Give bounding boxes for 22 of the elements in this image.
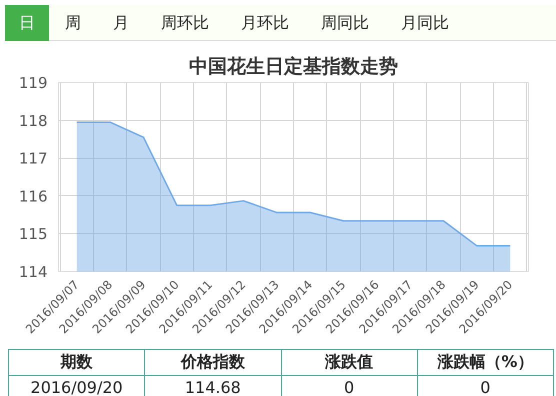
text: 月: [112, 12, 130, 34]
text: 涨跌值: [281, 350, 418, 376]
y-tick-label: 119: [18, 74, 48, 92]
text: 价格指数: [144, 350, 281, 376]
text: 0: [281, 376, 418, 396]
text: 2016/09/20: [8, 376, 145, 396]
text: 月同比: [400, 12, 450, 34]
text: 0: [417, 376, 554, 396]
text: 月环比: [240, 12, 290, 34]
text: 114.68: [144, 376, 281, 396]
y-tick-label: 115: [18, 225, 48, 244]
y-tick-label: 117: [18, 150, 48, 168]
y-tick-label: 114: [18, 263, 48, 281]
y-tick-label: 116: [18, 187, 48, 206]
text: 周环比: [160, 12, 210, 34]
chart-title: 中国花生日定基指数走势: [189, 56, 398, 78]
text: 日: [5, 5, 49, 41]
text: 周同比: [320, 12, 370, 34]
text: 周: [64, 12, 82, 34]
text: 期数: [8, 350, 145, 376]
text: 涨跌幅（%）: [417, 350, 554, 376]
y-tick-label: 118: [18, 112, 48, 130]
